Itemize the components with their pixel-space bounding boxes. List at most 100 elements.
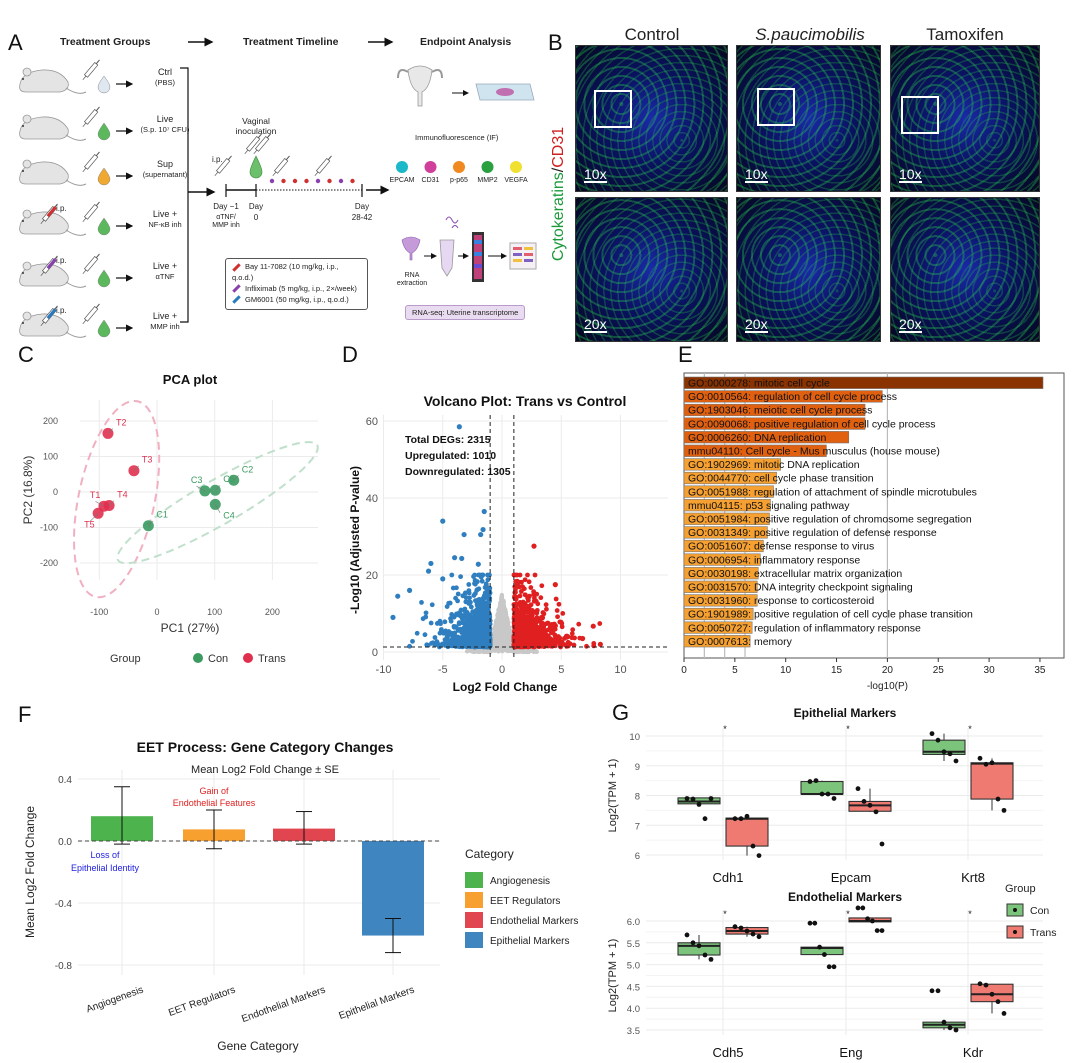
- point-label: T3: [142, 455, 153, 465]
- significance-marker: *: [968, 909, 972, 919]
- upregulated-point: [539, 637, 545, 643]
- rnaseq-label: RNA-seq: Uterine transcriptome: [405, 305, 526, 320]
- data-point: [873, 809, 879, 815]
- term-label: mmu04115: p53 signaling pathway: [688, 500, 850, 512]
- mouse-row: [19, 252, 134, 288]
- downregulated-point: [477, 572, 483, 578]
- downregulated-point: [466, 599, 472, 605]
- x-tick-label: Epcam: [831, 870, 871, 885]
- y-tick-label: 40: [366, 493, 378, 505]
- significance-marker: *: [846, 724, 850, 734]
- downregulated-point: [466, 590, 472, 596]
- group-subtitle: (PBS): [154, 78, 175, 87]
- outlier-point: [590, 623, 596, 629]
- term-label: GO:0010564: regulation of cell cycle pro…: [688, 391, 897, 403]
- annotation: Epithelial Identity: [71, 863, 140, 873]
- upregulated-point: [539, 583, 545, 589]
- dose-dot: [315, 178, 321, 184]
- y-tick-label: 3.5: [627, 1026, 640, 1037]
- term-label: GO:1903046: meiotic cell cycle process: [688, 405, 872, 417]
- trans-confidence-ellipse: [73, 399, 161, 599]
- downregulated-point: [483, 584, 489, 590]
- data-point: [867, 802, 873, 808]
- downregulated-point: [442, 619, 448, 625]
- dose-dot: [327, 178, 332, 184]
- upregulated-point: [514, 606, 520, 612]
- downregulated-point: [487, 612, 492, 618]
- group-subtitle: MMP inh: [150, 322, 180, 331]
- x-tick-label: -10: [376, 664, 392, 676]
- downregulated-point: [474, 607, 480, 612]
- legend-item-gm6001: GM6001 (50 mg/kg, i.p., q.o.d.): [232, 295, 361, 306]
- data-point: [812, 920, 818, 926]
- data-point: [929, 731, 935, 737]
- y-tick-label: 4.0: [627, 1004, 640, 1015]
- term-label: GO:0006260: DNA replication: [688, 432, 826, 444]
- data-point: [807, 920, 813, 926]
- data-point: [696, 943, 702, 949]
- group-bracket: [180, 67, 189, 323]
- data-point: [865, 916, 870, 922]
- downregulated-point: [455, 598, 460, 604]
- upregulated-point: [584, 643, 589, 649]
- label-leader: [133, 465, 139, 471]
- micrograph-tamoxifen-10x: 10x: [890, 45, 1040, 192]
- legend-label: Epithelial Markers: [490, 936, 569, 947]
- legend-item-bay: Bay 11-7082 (10 mg/kg, i.p., q.o.d.): [232, 262, 339, 282]
- panel-a-drawing: [19, 37, 537, 338]
- downregulated-point: [461, 639, 466, 645]
- point-label: C4: [223, 510, 235, 520]
- tissue-section: [496, 88, 514, 96]
- data-point: [983, 761, 989, 767]
- legend-label: Angiogenesis: [490, 876, 550, 887]
- header-treatment-groups: Treatment Groups: [60, 36, 151, 48]
- upregulated-point: [543, 602, 549, 608]
- y-tick-label: -100: [40, 523, 58, 533]
- uterus-icon: [397, 65, 443, 107]
- data-point: [738, 816, 744, 822]
- upregulated-point: [549, 622, 555, 627]
- data-point: [825, 791, 831, 797]
- micrograph-control-20x: 20x: [575, 197, 728, 342]
- x-tick-label: Angiogenesis: [85, 984, 145, 1015]
- data-point: [855, 786, 861, 792]
- downregulated-point: [447, 600, 453, 606]
- group-subtitle: NF-κB inh: [148, 220, 182, 229]
- term-label: GO:1902969: mitotic DNA replication: [688, 459, 860, 471]
- data-point: [989, 991, 995, 997]
- upregulated-point: [519, 579, 524, 585]
- outlier-point: [390, 614, 396, 620]
- significance-marker: *: [723, 724, 727, 734]
- term-label: GO:1901989: positive regulation of cell …: [688, 609, 973, 621]
- legend-swatch: [465, 892, 483, 908]
- x-tick-label: 15: [831, 665, 843, 676]
- deg-annotation: Total DEGs: 2315: [405, 434, 491, 446]
- legend-label: Trans: [1030, 927, 1056, 939]
- x-tick-label: -5: [438, 664, 448, 676]
- header-endpoint-analysis: Endpoint Analysis: [420, 36, 512, 48]
- downregulated-point: [454, 585, 459, 591]
- downregulated-point: [432, 635, 438, 640]
- upregulated-point: [544, 606, 549, 612]
- y-tick-label: 200: [43, 416, 58, 426]
- legend-item-infliximab: Infliximab (5 mg/kg, i.p., 2×/week): [232, 284, 361, 295]
- label-leader: [108, 500, 115, 506]
- micrograph-tamoxifen-20x: 20x: [890, 197, 1040, 342]
- if-marker-circles: [396, 161, 522, 173]
- x-tick-label: 200: [265, 607, 280, 617]
- magnification-label: 20x: [745, 316, 768, 333]
- downregulated-point: [458, 574, 464, 580]
- upregulated-point: [530, 616, 536, 622]
- label-leader: [95, 501, 105, 507]
- upregulated-point: [525, 572, 530, 578]
- downregulated-point: [422, 632, 428, 638]
- panel-label-f: F: [18, 702, 32, 727]
- upregulated-point: [526, 605, 531, 611]
- upregulated-point: [525, 616, 530, 621]
- x-axis-label: PC1 (27%): [161, 621, 220, 635]
- downregulated-point: [485, 641, 490, 647]
- day-end-label: Day: [354, 202, 370, 211]
- group-name: Ctrl: [158, 67, 172, 77]
